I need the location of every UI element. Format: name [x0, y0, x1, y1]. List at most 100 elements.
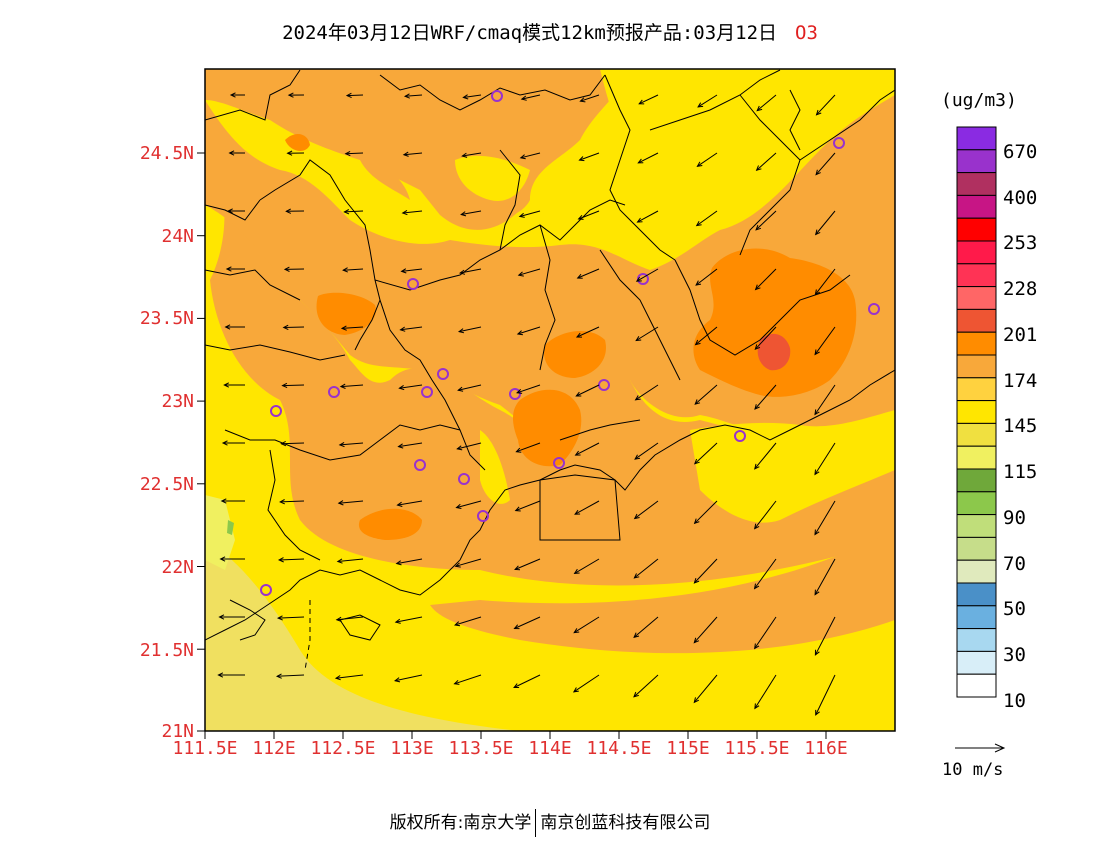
- field-orange-hotspot-3: [544, 330, 606, 378]
- lat-label: 24N: [161, 226, 194, 247]
- wind-arrow: [278, 616, 305, 619]
- colorbar: [956, 126, 997, 698]
- wind-arrow-head: [285, 208, 292, 214]
- wind-arrow-head: [572, 687, 579, 693]
- wind-arrow: [458, 384, 482, 391]
- wind-arrow-head: [393, 677, 401, 683]
- lon-label: 112.5E: [310, 738, 376, 759]
- wind-arrow-head: [514, 565, 521, 571]
- field-light-orange-south: [430, 530, 895, 654]
- wind-arrow: [519, 210, 541, 217]
- wind-arrow-head: [697, 102, 704, 108]
- wind-arrow: [697, 152, 718, 167]
- wind-arrow: [516, 442, 541, 453]
- boundary-line: [205, 69, 301, 121]
- wind-arrow: [573, 616, 600, 634]
- lon-label: 112E: [252, 738, 296, 759]
- colorbar-swatch: [956, 149, 997, 174]
- wind-arrow: [694, 558, 718, 584]
- wind-arrow-head: [398, 384, 405, 391]
- wind-arrow-head: [814, 289, 821, 296]
- wind-arrow: [282, 384, 305, 387]
- wind-arrow-head: [638, 99, 645, 105]
- wind-arrow: [401, 268, 423, 272]
- wind-arrow: [514, 558, 541, 570]
- station-marker: [833, 137, 845, 149]
- colorbar-swatch: [956, 308, 997, 333]
- colorbar-swatch: [956, 536, 997, 561]
- wind-arrow-head: [634, 395, 641, 401]
- wind-arrow: [638, 94, 659, 105]
- wind-arrow: [634, 500, 659, 519]
- wind-arrow-head: [343, 209, 350, 215]
- admin-boundaries: [205, 69, 895, 671]
- wind-arrow: [754, 674, 777, 709]
- wind-arrow-head: [517, 271, 524, 277]
- colorbar-label: 10: [1003, 690, 1026, 712]
- wind-arrow-head: [282, 324, 289, 331]
- wind-arrow-head: [634, 454, 641, 460]
- wind-arrow-head: [696, 161, 703, 167]
- station-marker: [407, 278, 419, 290]
- wind-arrow: [814, 442, 836, 475]
- field-orange-hotspot-1: [316, 292, 376, 335]
- wind-arrow-head: [401, 209, 408, 216]
- wind-arrow-head: [457, 386, 464, 392]
- colorbar-swatch: [956, 422, 997, 447]
- wind-arrow: [633, 674, 659, 698]
- wind-arrow-head: [754, 643, 760, 650]
- wind-arrow-head: [399, 326, 406, 332]
- wind-arrow: [516, 384, 541, 394]
- colorbar-label: 174: [1003, 370, 1038, 392]
- station-marker: [553, 457, 565, 469]
- colorbar-swatch: [956, 286, 997, 310]
- colorbar-label: 670: [1003, 141, 1038, 163]
- wind-arrow: [402, 210, 423, 214]
- lon-label: 111.5E: [172, 738, 238, 759]
- wind-arrow-head: [277, 557, 284, 563]
- colorbar-swatch: [956, 559, 997, 584]
- wind-arrow: [338, 500, 364, 504]
- lat-label: 22N: [161, 557, 194, 578]
- island: [339, 614, 381, 641]
- wind-arrow-head: [815, 109, 822, 116]
- station-marker: [458, 473, 470, 485]
- wind-arrow: [637, 210, 659, 223]
- wind-arrow: [335, 674, 364, 679]
- wind-arrow-head: [814, 469, 820, 476]
- wind-arrow-head: [754, 463, 760, 470]
- wind-arrow-head: [814, 229, 821, 236]
- boundary-line: [599, 249, 681, 381]
- wind-arrow-head: [695, 280, 702, 286]
- colorbar-swatch: [956, 172, 997, 196]
- boundary-line: [205, 269, 301, 301]
- lon-label: 115.5E: [724, 738, 790, 759]
- wind-arrow-head: [394, 618, 401, 624]
- boundary-line: [799, 89, 895, 161]
- concentration-field: [205, 69, 895, 731]
- wind-arrow-head: [276, 615, 283, 621]
- wind-arrow: [521, 94, 541, 100]
- station-marker: [477, 510, 489, 522]
- station-markers: [260, 90, 880, 596]
- wind-arrow-head: [337, 500, 344, 506]
- colorbar-label: 30: [1003, 644, 1026, 666]
- wind-arrow: [458, 326, 482, 333]
- wind-arrow: [573, 674, 600, 693]
- wind-arrow-head: [458, 269, 466, 275]
- wind-arrow-head: [513, 624, 520, 630]
- field-orange-hotspot-5: [358, 508, 422, 540]
- wind-arrow-head: [516, 330, 523, 336]
- wind-arrow: [345, 152, 364, 155]
- wind-arrow-head: [814, 349, 820, 356]
- wind-arrow-head: [815, 169, 821, 176]
- wind-arrow: [399, 384, 423, 389]
- wind-arrow: [755, 210, 777, 231]
- wind-arrow: [517, 326, 541, 335]
- colorbar-swatch: [956, 377, 997, 402]
- wind-arrow: [397, 500, 423, 506]
- field-yellow-patch: [455, 155, 530, 201]
- wind-arrow-head: [755, 224, 762, 231]
- wind-arrow: [638, 152, 659, 164]
- colorbar-label: 400: [1003, 187, 1038, 209]
